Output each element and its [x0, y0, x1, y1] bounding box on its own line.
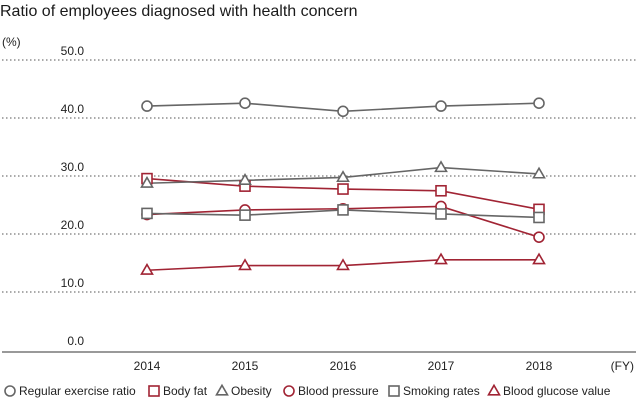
data-point-triangle — [238, 258, 252, 271]
x-tick-label: 2017 — [428, 359, 455, 373]
data-point-triangle — [238, 173, 252, 185]
x-tick-label: 2014 — [134, 359, 161, 373]
y-tick-label: 10.0 — [61, 276, 85, 290]
data-point-circle — [239, 97, 251, 109]
data-point-triangle — [336, 170, 350, 183]
y-ticks: 0.0 10.0 20.0 30.0 40.0 50.0 — [61, 44, 85, 348]
data-point-circle — [435, 100, 447, 112]
data-point-triangle — [140, 262, 154, 275]
legend-marker-square — [388, 385, 400, 397]
series-markers — [140, 97, 546, 275]
legend-marker-circle — [4, 385, 16, 397]
data-point-square — [239, 209, 251, 221]
data-point-triangle — [532, 166, 546, 179]
data-point-triangle — [140, 175, 154, 188]
legend-label: Smoking rates — [403, 384, 480, 398]
legend-marker-triangle — [215, 383, 229, 396]
legend-label: Regular exercise ratio — [19, 384, 136, 398]
x-ticks: 2014 2015 2016 2017 2018 — [134, 359, 553, 373]
x-tick-label: 2015 — [232, 359, 259, 373]
data-point-square — [337, 204, 349, 216]
data-point-square — [337, 183, 349, 195]
legend-label: Body fat — [163, 384, 208, 398]
data-point-square — [141, 207, 153, 220]
data-point-triangle — [434, 160, 448, 173]
data-point-square — [435, 208, 447, 220]
data-point-square — [435, 184, 447, 197]
chart-title: Ratio of employees diagnosed with health… — [0, 3, 358, 20]
x-tick-label: 2018 — [526, 359, 553, 373]
data-point-square — [533, 211, 545, 224]
data-point-circle — [533, 231, 545, 243]
y-tick-label: 50.0 — [61, 44, 85, 58]
legend-label: Obesity — [231, 384, 272, 398]
legend-label: Blood glucose value — [503, 384, 611, 398]
x-axis-unit: (FY) — [611, 359, 634, 373]
legend-marker-circle — [283, 385, 295, 397]
legend: Regular exercise ratio Body fat Obesity Blo… — [4, 383, 611, 398]
y-tick-label: 20.0 — [61, 218, 85, 232]
data-point-circle — [533, 97, 545, 109]
data-point-triangle — [434, 252, 448, 265]
data-point-triangle — [336, 258, 350, 271]
data-point-circle — [337, 105, 349, 118]
legend-marker-square — [148, 385, 160, 397]
x-tick-label: 2016 — [330, 359, 357, 373]
y-tick-label: 0.0 — [67, 334, 84, 348]
data-point-circle — [141, 100, 153, 112]
data-point-triangle — [532, 252, 546, 265]
legend-label: Blood pressure — [298, 384, 379, 398]
legend-marker-triangle — [487, 383, 501, 396]
y-tick-label: 40.0 — [61, 102, 85, 116]
y-axis-unit: (%) — [2, 35, 21, 49]
y-tick-label: 30.0 — [61, 160, 85, 174]
